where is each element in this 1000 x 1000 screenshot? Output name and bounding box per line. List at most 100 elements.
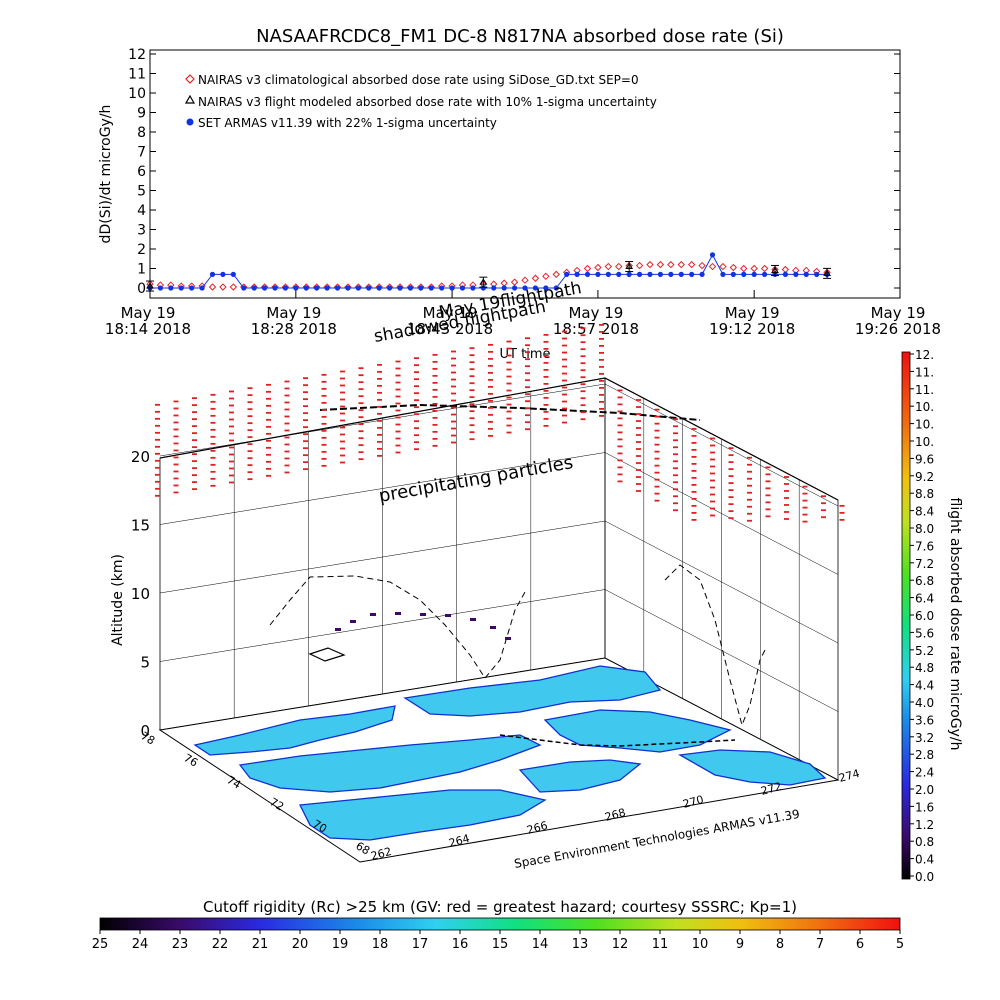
precip-mark [377,440,382,443]
armas-point [636,271,643,277]
precip-mark [765,473,771,476]
precip-mark [673,439,678,442]
precip-mark [765,508,771,511]
armas-point [386,285,393,291]
precip-mark [155,431,160,434]
altitude-tick-label: 10 [131,585,150,603]
precip-mark [414,441,419,444]
flight-marker [350,620,356,623]
precip-mark [617,424,623,427]
dose-colorbar-tick-label: 1.2 [915,818,934,832]
precip-mark [377,370,382,373]
flight-marker [490,626,496,629]
rigidity-colorbar-tick-label: 17 [412,937,429,952]
dose-colorbar-tick-label: 10. [915,435,934,449]
dose-colorbar-tick-label: 5.6 [915,626,934,640]
precip-mark [488,392,493,395]
armas-point [178,285,184,291]
precip-mark [802,520,808,523]
armas-point [334,285,341,291]
precip-mark [377,426,382,429]
precip-mark [155,487,160,490]
armas-point [814,271,820,277]
precip-mark [266,411,271,414]
precip-mark [229,397,234,400]
flight-marker [445,614,451,617]
dose-colorbar-tick-label: 0.4 [915,853,934,867]
precip-mark [728,461,734,464]
nairas-clim-point [531,274,540,282]
precip-mark [654,478,660,481]
armas-point [459,285,466,291]
precip-mark [747,498,752,501]
precip-mark [506,354,512,357]
precip-mark [673,467,678,470]
precip-mark [155,480,160,483]
precip-mark [543,361,549,364]
nairas-clim-point [500,279,508,287]
precip-mark [451,371,456,374]
nairas-clim-point [521,276,529,284]
precip-mark [451,427,456,430]
precip-mark [358,437,364,440]
longitude-tick-label: 272 [759,780,783,798]
precip-mark [192,411,197,414]
precip-mark [247,450,253,453]
precip-mark [210,463,216,466]
precip-mark [414,357,419,360]
precip-mark [192,439,197,442]
precip-mark [506,389,512,392]
armas-point [501,285,507,291]
precip-mark [469,410,475,413]
y-tick-label: 6 [137,164,146,180]
precip-mark [395,374,401,377]
armas-point [376,285,382,291]
armas-point [189,285,195,291]
rigidity-colorbar-tick-label: 10 [692,937,709,952]
armas-point [314,285,320,291]
precip-mark [543,375,549,378]
x-tick-label-time: 19:12 2018 [709,320,795,338]
precip-mark [654,457,660,460]
dose-colorbar-tick-label: 0.0 [915,870,934,884]
precip-mark [691,497,697,500]
precip-mark [617,459,623,462]
precip-mark [525,400,530,403]
precip-mark [488,343,493,346]
precip-mark [562,372,567,375]
precip-mark [673,502,678,505]
precip-mark [155,424,160,427]
precip-mark [192,453,197,456]
precip-mark [229,453,234,456]
precip-mark [266,432,271,435]
precip-mark [192,432,197,435]
precip-mark [321,436,327,439]
x-tick-label-time: 18:57 2018 [553,320,639,338]
precip-mark [321,387,327,390]
precip-mark [395,360,401,363]
precip-mark [155,417,160,420]
dose-colorbar-tick-label: 7.2 [915,557,934,571]
precip-mark [636,462,641,464]
armas-point [209,271,216,277]
precip-mark [765,501,771,504]
precip-mark [395,430,401,433]
precip-mark [710,486,715,489]
precip-mark [229,390,234,393]
precip-mark [617,389,623,392]
precip-mark [747,470,752,473]
armas-point [720,271,726,277]
precip-mark [784,518,789,520]
armas-point [168,285,174,291]
precip-mark [580,383,586,386]
precip-mark [340,405,345,408]
precip-mark [377,454,382,457]
precip-mark [192,488,197,491]
wall-grid [159,383,839,760]
precip-mark [395,395,401,398]
dose-colorbar-tick-label: 6.4 [915,592,934,606]
dose-colorbar-tick-label: 10. [915,418,934,432]
precip-mark [599,400,604,403]
precip-mark [173,470,179,473]
precip-mark [358,451,364,454]
